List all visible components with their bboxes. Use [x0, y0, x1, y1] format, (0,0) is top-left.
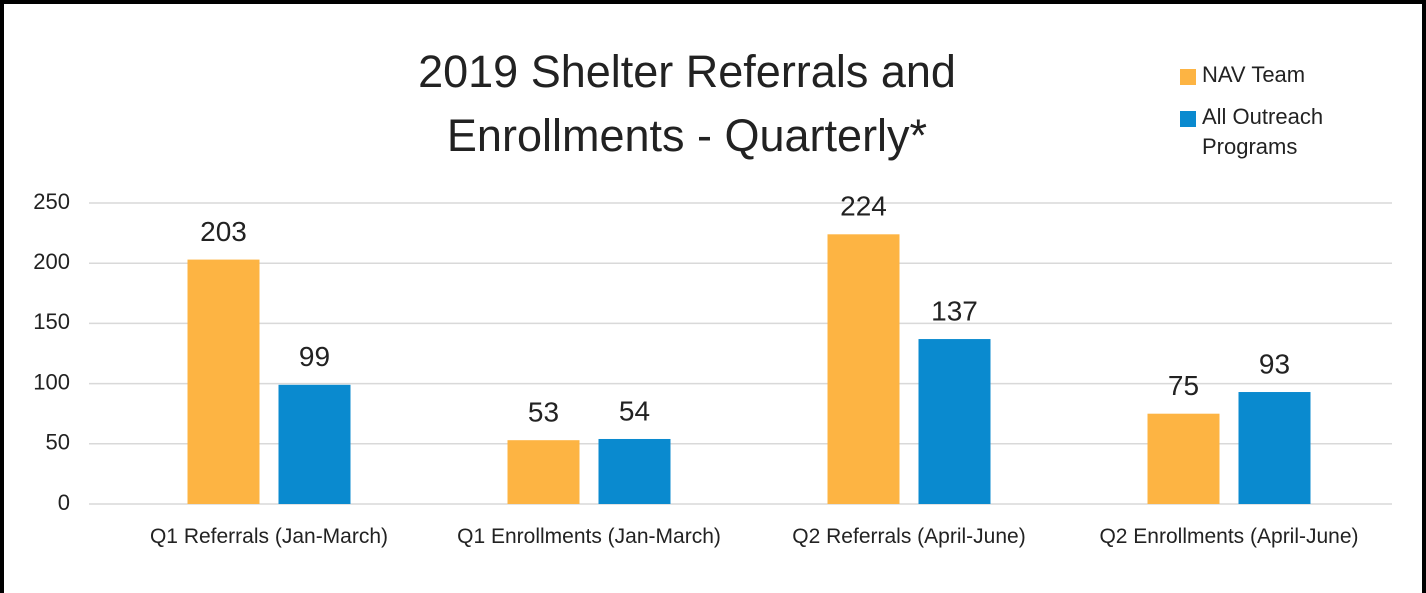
x-tick-label: Q2 Enrollments (April-June)	[1099, 525, 1359, 548]
x-tick-label: Q1 Referrals (Jan-March)	[149, 525, 389, 548]
bar	[918, 339, 991, 504]
x-tick-label: Q2 Referrals (April-June)	[792, 525, 1026, 548]
y-tick-label: 150	[33, 309, 70, 334]
y-tick-label: 0	[58, 490, 70, 515]
bar	[1238, 392, 1311, 504]
legend-swatch	[1180, 111, 1196, 127]
y-tick-label: 250	[33, 189, 70, 214]
data-label: 93	[1259, 348, 1290, 379]
data-label: 137	[931, 295, 978, 326]
legend-item: All Outreach Programs	[1180, 102, 1352, 162]
data-label: 99	[299, 341, 330, 372]
plot: 0 50 100 150 200 250 203 99 53 54 224 137 75 93	[33, 189, 1392, 515]
legend-label: NAV Team	[1202, 62, 1306, 87]
y-tick-label: 50	[46, 430, 70, 455]
bar	[827, 234, 900, 504]
y-tick-label: 100	[33, 369, 70, 394]
bar	[187, 259, 260, 504]
bar	[1147, 413, 1220, 504]
legend-swatch	[1180, 69, 1196, 85]
bar	[507, 440, 580, 504]
legend-item: NAV Team	[1180, 60, 1352, 90]
chart-title: 2019 Shelter Referrals and Enrollments -…	[418, 46, 956, 161]
legend: NAV Team All Outreach Programs	[1180, 60, 1370, 174]
data-label: 53	[528, 397, 559, 428]
bar	[278, 384, 351, 504]
bar	[598, 438, 671, 504]
data-label: 75	[1168, 370, 1199, 401]
legend-label: All Outreach Programs	[1202, 104, 1324, 159]
x-tick-label: Q1 Enrollments (Jan-March)	[457, 525, 721, 548]
data-label: 224	[840, 191, 887, 222]
data-label: 203	[200, 216, 247, 247]
data-label: 54	[619, 395, 650, 426]
y-tick-label: 200	[33, 249, 70, 274]
